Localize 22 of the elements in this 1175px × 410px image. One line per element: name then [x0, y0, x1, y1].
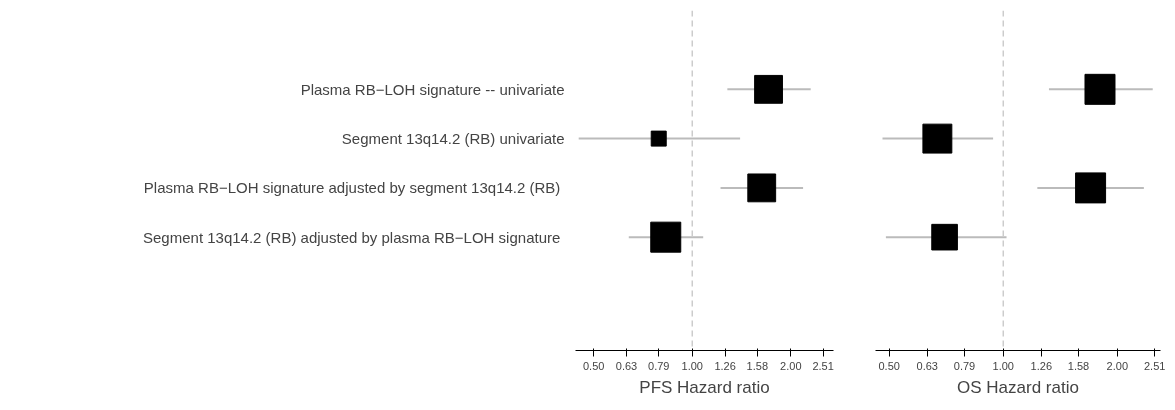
x-tick-label: 0.63	[916, 359, 938, 372]
y-tick-label: Plasma RB−LOH signature adjusted by segment 13q14.2 (RB)	[143, 179, 561, 197]
x-tick-label: 1.00	[681, 359, 703, 372]
x-axis-title: PFS Hazard ratio	[639, 377, 770, 397]
y-tick-label: Segment 13q14.2 (RB) adjusted by plasma RB−LOH signature	[143, 228, 561, 246]
x-tick-label: 2.51	[1144, 359, 1166, 372]
x-tick-label: 2.00	[1106, 359, 1129, 372]
x-tick-label: 2.00	[780, 359, 802, 372]
x-tick-label: 2.51	[812, 359, 834, 372]
x-axis-title: OS Hazard ratio	[957, 377, 1079, 397]
x-tick-label: 0.50	[582, 359, 605, 372]
x-tick-label: 0.79	[953, 359, 976, 372]
x-tick-label: 1.26	[714, 359, 736, 372]
x-tick-label: 1.26	[1030, 359, 1053, 372]
x-tick-label: 0.63	[615, 359, 638, 372]
y-tick-label: Plasma RB−LOH signature -- univariate	[300, 80, 565, 98]
x-tick-label: 0.50	[878, 359, 900, 372]
x-tick-label: 1.58	[1067, 359, 1090, 372]
x-tick-label: 0.79	[648, 359, 670, 372]
x-tick-label: 1.58	[746, 359, 769, 372]
y-tick-label: Segment 13q14.2 (RB) univariate	[341, 130, 565, 148]
x-tick-label: 1.00	[992, 359, 1014, 372]
